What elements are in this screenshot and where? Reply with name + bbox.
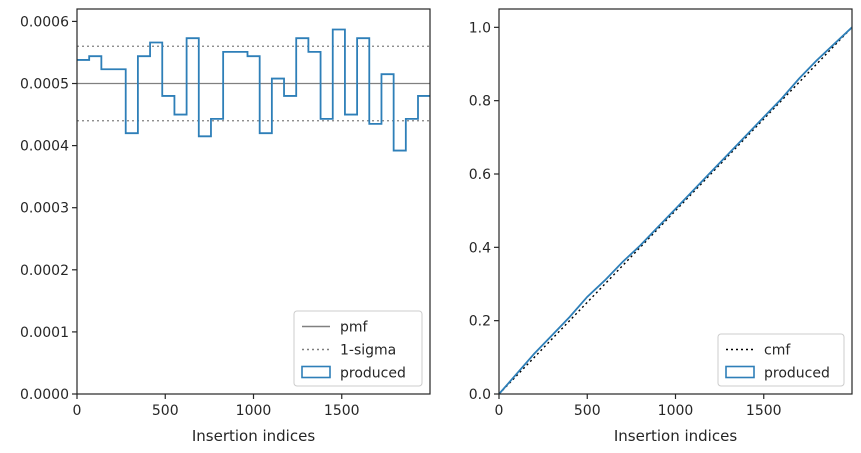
x-axis-label: Insertion indices — [192, 427, 315, 445]
series-produced-line — [77, 28, 430, 152]
y-tick-label: 1.0 — [469, 20, 491, 36]
y-tick-label: 0.2 — [469, 314, 491, 330]
x-tick-label: 1500 — [324, 403, 360, 419]
x-tick-label: 500 — [574, 403, 601, 419]
x-tick-label: 1000 — [658, 403, 694, 419]
right-chart: 0 500 1000 1500 0.0 0.2 0.4 0.6 0.8 1.0 Insertion … — [469, 8, 853, 445]
y-tick-label: 0.0003 — [20, 201, 69, 217]
x-tick-label: 1000 — [236, 403, 272, 419]
legend-box — [717, 333, 845, 387]
y-tick-label: 0.0002 — [20, 263, 69, 279]
legend-label-produced: produced — [764, 366, 830, 382]
y-tick-label: 0.8 — [469, 94, 491, 110]
legend-swatch-produced — [301, 365, 331, 379]
y-tick-label: 0.6 — [469, 167, 491, 183]
x-axis-label: Insertion indices — [614, 427, 737, 445]
legend-swatch-produced — [725, 365, 755, 379]
y-tick-label: 0.0000 — [20, 387, 69, 403]
x-tick-label: 0 — [73, 403, 82, 419]
x-tick-label: 500 — [152, 403, 179, 419]
y-tick-label: 0.4 — [469, 240, 491, 256]
series-produced-line — [498, 26, 853, 395]
x-tick-label: 0 — [495, 403, 504, 419]
y-tick-label: 0.0 — [469, 387, 491, 403]
legend-label-1-sigma: 1-sigma — [340, 343, 396, 359]
y-tick-label: 0.0005 — [20, 77, 69, 93]
legend-label-pmf: pmf — [340, 320, 369, 336]
y-tick-label: 0.0006 — [20, 14, 69, 30]
y-tick-label: 0.0001 — [20, 325, 69, 341]
x-tick-label: 1500 — [746, 403, 782, 419]
y-tick-label: 0.0004 — [20, 139, 69, 155]
left-chart: 0 500 1000 1500 0.0000 0.0001 0.0002 0.0003 0.00… — [20, 8, 431, 445]
legend-label-cmf: cmf — [764, 343, 791, 359]
legend-label-produced: produced — [340, 366, 406, 382]
